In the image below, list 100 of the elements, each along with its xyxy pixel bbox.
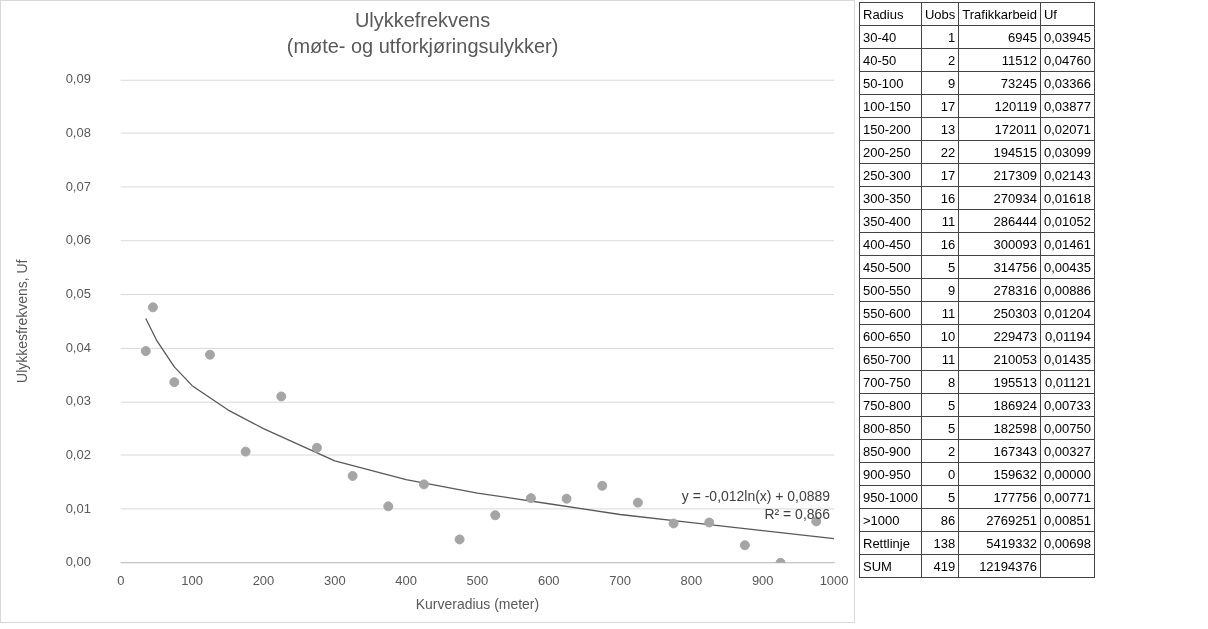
text: 0 <box>948 466 956 482</box>
text: Rettlinje <box>863 535 910 551</box>
x-tick-label: 400 <box>395 573 417 589</box>
text: 16 <box>940 190 956 206</box>
text: 300-350 <box>863 190 911 206</box>
text: 73245 <box>1000 75 1037 91</box>
text: 5 <box>948 420 956 436</box>
text: 182598 <box>993 420 1037 436</box>
category-label: Uobs <box>921 2 959 26</box>
text: 8 <box>948 374 956 390</box>
text: 0,01435 <box>1043 351 1091 367</box>
y-tick-label: 0,05 <box>65 286 91 301</box>
text: 229473 <box>993 328 1037 344</box>
x-tick-label: 500 <box>466 573 489 589</box>
text: 850-900 <box>863 443 911 459</box>
text: 194515 <box>993 144 1037 160</box>
text: 11 <box>941 213 956 229</box>
text: 900-950 <box>863 466 911 482</box>
text: 0,02071 <box>1043 121 1091 137</box>
text: 650-700 <box>863 351 911 367</box>
point <box>276 391 287 402</box>
category-label: Trafikkarbeid <box>958 2 1041 26</box>
x-tick-label: 1000 <box>819 573 849 589</box>
text: 0,04760 <box>1043 52 1091 68</box>
text: 0,00886 <box>1043 282 1091 298</box>
text: 0,01121 <box>1044 374 1091 390</box>
text: 700-750 <box>863 374 911 390</box>
text: 186924 <box>993 397 1037 413</box>
annotation: y = -0,012ln(x) + 0,0889 <box>681 487 831 504</box>
text: 250303 <box>993 305 1037 321</box>
x-tick-label: 300 <box>323 573 346 589</box>
text: 210053 <box>993 351 1037 367</box>
x-tick-label: 700 <box>609 573 631 589</box>
text: 550-600 <box>863 305 911 321</box>
text: 0,00698 <box>1043 535 1091 551</box>
text: 50-100 <box>863 75 904 91</box>
y-tick-label: 0,04 <box>65 339 91 355</box>
text: 2 <box>948 52 956 68</box>
text: 400-450 <box>863 236 911 252</box>
x-tick-label: 0 <box>117 573 125 589</box>
text: 0,01204 <box>1043 305 1091 321</box>
text: 5419332 <box>986 535 1037 551</box>
text: 0,00851 <box>1043 512 1091 528</box>
text: 350-400 <box>863 213 911 229</box>
x-tick-label: 200 <box>252 573 275 589</box>
text: 10 <box>940 328 956 344</box>
point <box>240 446 251 457</box>
point <box>147 302 158 313</box>
text: 750-800 <box>863 397 911 413</box>
text: 0,00435 <box>1043 259 1091 275</box>
text: 22 <box>940 144 956 160</box>
text: 300093 <box>993 236 1037 252</box>
text: 0,01461 <box>1043 236 1091 252</box>
y-axis-title: Ulykkesfrekvens, Uf <box>14 259 31 383</box>
text: 6945 <box>1008 29 1037 45</box>
category-label: Uf <box>1040 2 1095 26</box>
text: 250-300 <box>863 167 911 183</box>
text: 40-50 <box>863 52 897 68</box>
text: 86 <box>940 512 956 528</box>
point <box>311 442 322 453</box>
point <box>668 518 679 529</box>
y-tick-label: 0,02 <box>65 447 91 463</box>
text: 12194376 <box>979 558 1037 574</box>
text: 17 <box>940 167 956 183</box>
text: 450-500 <box>863 259 911 275</box>
text: 0,03366 <box>1043 75 1091 91</box>
text: 0,01052 <box>1043 213 1091 229</box>
text: 0,01618 <box>1043 190 1091 206</box>
y-tick-label: 0,00 <box>65 554 91 570</box>
text: 0,00327 <box>1043 443 1091 459</box>
y-tick-label: 0,09 <box>65 71 91 87</box>
text: 217309 <box>993 167 1037 183</box>
point <box>140 346 151 357</box>
point <box>597 480 608 491</box>
text: 0,02143 <box>1043 167 1091 183</box>
x-tick-label: 900 <box>751 573 774 589</box>
text: 9 <box>948 282 956 298</box>
text: 0,03099 <box>1043 144 1091 160</box>
point <box>704 517 715 528</box>
text: 5 <box>948 259 956 275</box>
point <box>561 493 572 504</box>
text: 5 <box>948 489 956 505</box>
text: 138 <box>933 535 956 551</box>
text: 172011 <box>994 121 1037 137</box>
y-tick-label: 0,08 <box>65 124 91 140</box>
text: 0,00000 <box>1043 466 1091 482</box>
text: 120119 <box>994 98 1037 114</box>
point <box>632 497 643 508</box>
y-tick-label: 0,07 <box>65 178 91 194</box>
text: 13 <box>940 121 956 137</box>
x-tick-label: 600 <box>537 573 560 589</box>
point <box>169 377 180 388</box>
text: 30-40 <box>863 29 897 45</box>
text: 800-850 <box>863 420 911 436</box>
chart-title: Ulykkefrekvens <box>354 9 491 32</box>
point <box>454 534 465 545</box>
text: 195513 <box>993 374 1037 390</box>
text: 2 <box>948 443 956 459</box>
point <box>418 479 429 490</box>
text: 100-150 <box>863 98 911 114</box>
